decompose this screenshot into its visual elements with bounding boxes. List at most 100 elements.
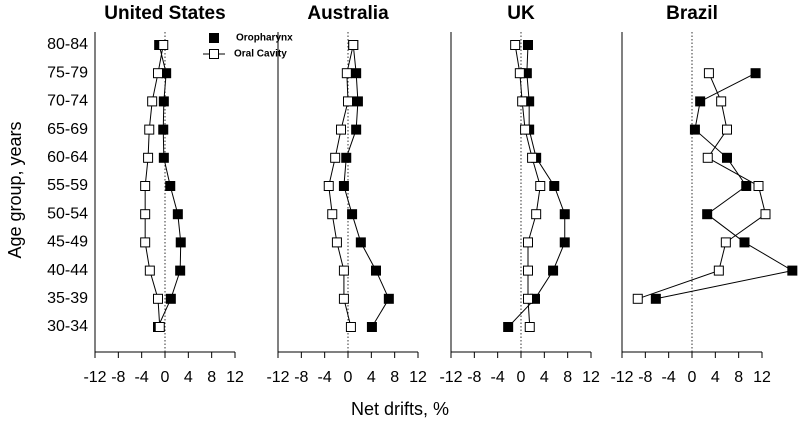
- marker: [153, 293, 163, 304]
- marker: [352, 96, 363, 107]
- marker: [559, 209, 570, 220]
- panel-title: UK: [507, 3, 535, 24]
- marker: [331, 237, 342, 248]
- marker: [632, 293, 643, 304]
- marker: [517, 96, 528, 107]
- marker: [161, 68, 172, 79]
- marker: [347, 209, 358, 220]
- x-axis-label: Net drifts, %: [351, 399, 449, 419]
- marker: [689, 124, 700, 135]
- legend-label: Oral Cavity: [234, 49, 287, 60]
- marker: [750, 68, 761, 79]
- marker: [140, 181, 151, 191]
- marker: [341, 152, 352, 163]
- marker: [549, 181, 560, 191]
- x-tick-label: 0: [517, 369, 526, 386]
- marker: [527, 152, 538, 163]
- marker: [336, 124, 346, 135]
- x-tick-label: 12: [409, 369, 427, 386]
- marker: [147, 96, 158, 107]
- marker: [343, 96, 353, 107]
- marker: [722, 152, 732, 163]
- x-tick-label: 0: [161, 369, 170, 386]
- x-tick-label: -12: [83, 369, 106, 386]
- marker: [503, 322, 514, 332]
- marker: [523, 40, 533, 50]
- x-tick-label: 4: [540, 369, 549, 386]
- x-tick-label: -12: [439, 369, 462, 386]
- y-tick-label: 30-34: [47, 318, 88, 335]
- x-tick-label: 12: [582, 369, 600, 386]
- x-tick-label: 8: [734, 369, 743, 386]
- marker: [523, 293, 533, 304]
- panel-title: Brazil: [666, 3, 718, 24]
- x-tick-label: -8: [294, 369, 308, 386]
- marker: [348, 40, 359, 50]
- marker: [158, 124, 169, 135]
- marker: [650, 293, 661, 304]
- marker: [702, 152, 713, 163]
- marker: [514, 68, 525, 79]
- marker: [351, 68, 362, 79]
- x-tick-label: 12: [753, 369, 771, 386]
- marker: [695, 96, 706, 107]
- series-line: [343, 44, 390, 328]
- marker: [175, 237, 186, 248]
- marker: [548, 265, 559, 276]
- marker: [559, 237, 570, 248]
- x-tick-label: 4: [184, 369, 193, 386]
- marker: [524, 322, 535, 332]
- y-tick-label: 40-44: [47, 262, 88, 279]
- y-tick-label: 65-69: [47, 121, 88, 138]
- marker: [172, 209, 183, 220]
- x-tick-label: -4: [491, 369, 505, 386]
- marker: [140, 209, 151, 220]
- panel-title: Australia: [307, 3, 389, 24]
- marker: [165, 293, 176, 304]
- marker: [383, 293, 394, 304]
- y-tick-label: 70-74: [47, 93, 88, 110]
- marker: [720, 237, 731, 248]
- x-tick-label: -4: [318, 369, 332, 386]
- marker: [165, 181, 176, 191]
- marker: [523, 265, 533, 276]
- marker: [371, 265, 381, 276]
- marker: [760, 209, 771, 220]
- marker: [523, 237, 533, 248]
- marker: [355, 237, 366, 248]
- marker: [143, 152, 154, 163]
- marker: [158, 152, 169, 163]
- marker: [520, 124, 531, 135]
- x-tick-label: -8: [638, 369, 652, 386]
- marker: [330, 152, 341, 163]
- marker: [351, 124, 362, 135]
- panel-title: United States: [104, 3, 225, 24]
- marker: [158, 40, 169, 50]
- marker: [327, 209, 338, 220]
- x-tick-label: 12: [226, 369, 244, 386]
- marker: [722, 124, 732, 135]
- marker: [741, 181, 752, 191]
- marker: [341, 68, 352, 79]
- marker: [158, 96, 169, 107]
- y-tick-label: 60-64: [47, 149, 88, 166]
- x-tick-label: 8: [563, 369, 572, 386]
- y-axis-label: Age group, years: [5, 121, 25, 258]
- y-tick-label: 80-84: [47, 36, 88, 53]
- legend-marker: [209, 33, 219, 43]
- marker: [703, 68, 714, 79]
- marker: [338, 293, 349, 304]
- x-tick-label: -8: [111, 369, 125, 386]
- x-tick-label: -12: [610, 369, 633, 386]
- marker: [140, 237, 151, 248]
- marker: [323, 181, 334, 191]
- y-tick-label: 35-39: [47, 290, 88, 307]
- marker: [345, 322, 356, 332]
- x-tick-label: -8: [467, 369, 481, 386]
- marker: [338, 181, 349, 191]
- marker: [739, 237, 750, 248]
- marker: [535, 181, 546, 191]
- marker: [510, 40, 521, 50]
